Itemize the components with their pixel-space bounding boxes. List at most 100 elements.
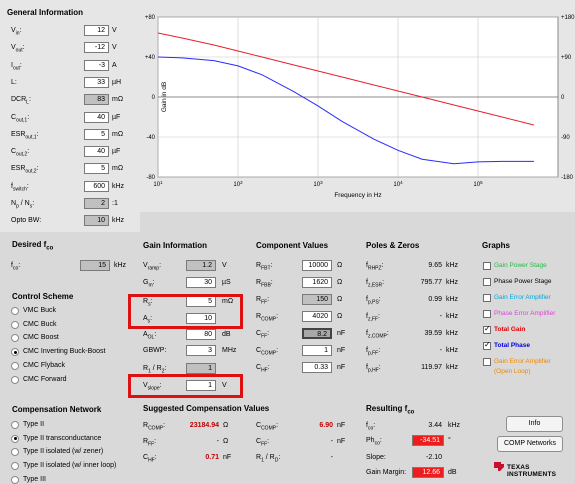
gain-label: As:: [143, 315, 153, 325]
compensation-radio-label: Type II isolated (w/ zener): [23, 448, 104, 456]
pole-value: 39.59: [424, 330, 442, 337]
general-field[interactable]: -3: [84, 59, 109, 71]
gain-field[interactable]: 80: [186, 329, 216, 340]
general-unit: V: [112, 27, 117, 34]
control-radio[interactable]: [11, 375, 19, 384]
bode-plot: +80 +40 0 -40 -80 +180 +90 0 -90 -180 101 102 103 104…: [145, 15, 575, 199]
graph-checkbox[interactable]: [483, 324, 491, 334]
component-unit: nF: [337, 347, 346, 354]
control-radio[interactable]: [11, 348, 19, 357]
component-field[interactable]: 1: [302, 345, 332, 356]
compensation-radio[interactable]: [11, 462, 19, 471]
component-title: Component Values: [256, 241, 329, 250]
gain-field[interactable]: 1: [186, 380, 216, 391]
suggested-title: Suggested Compensation Values: [143, 404, 270, 413]
suggested-value: -: [330, 454, 333, 461]
component-field[interactable]: 0.33: [302, 362, 332, 373]
comp-networks-button[interactable]: COMP Networks: [497, 436, 563, 452]
x-tick-label: 104: [393, 180, 403, 188]
resulting-unit: °: [448, 437, 451, 444]
pole-unit: kHz: [446, 330, 459, 337]
graph-checkbox-label: Phase Error Amplifier: [494, 310, 556, 317]
graph-checkbox[interactable]: [483, 262, 491, 270]
component-label: RFBB:: [256, 279, 273, 289]
pole-value: 119.97: [421, 364, 442, 371]
compensation-radio[interactable]: [11, 421, 19, 429]
general-label: DCRL:: [11, 96, 31, 106]
control-radio-label: CMC Forward: [23, 375, 67, 383]
x-tick-label: 102: [233, 180, 243, 188]
suggested-unit: Ω: [223, 422, 229, 429]
general-label: Cout,1:: [11, 113, 30, 123]
right-tick-label: -90: [561, 135, 570, 141]
resulting-value: -2.10: [426, 454, 442, 461]
total-gain-line: [157, 32, 535, 126]
control-radio[interactable]: [11, 307, 19, 315]
highlight-rs-as: [128, 294, 243, 329]
gain-field: 1.2: [186, 260, 216, 271]
right-tick-label: +180: [561, 15, 575, 21]
general-field[interactable]: 33: [84, 76, 109, 88]
general-field[interactable]: 5: [84, 128, 109, 140]
pole-value: -: [439, 347, 442, 354]
component-unit: nF: [337, 364, 346, 371]
component-field[interactable]: 4020: [302, 311, 332, 322]
component-unit: Ω: [337, 262, 343, 269]
component-field[interactable]: 1620: [302, 277, 332, 288]
gain-unit: MHz: [222, 347, 237, 354]
ti-logo-icon: [493, 461, 505, 472]
graph-checkbox[interactable]: [483, 340, 491, 350]
graph-checkbox[interactable]: [483, 294, 491, 302]
general-unit: A: [112, 61, 117, 69]
suggested-label: CCOMP:: [256, 422, 279, 432]
suggested-unit: nF: [337, 438, 346, 445]
graph-checkbox[interactable]: [483, 358, 491, 366]
control-radio-label: CMC Boost: [23, 334, 59, 342]
desired-label: fco:: [11, 262, 21, 272]
control-radio[interactable]: [11, 320, 19, 329]
graphs-title: Graphs: [482, 241, 511, 250]
compensation-radio[interactable]: [11, 448, 19, 457]
general-unit: mΩ: [112, 165, 124, 173]
general-field[interactable]: 40: [84, 111, 109, 123]
graph-checkbox[interactable]: [483, 278, 491, 286]
gain-field[interactable]: 30: [186, 277, 216, 288]
info-button[interactable]: Info: [506, 416, 563, 432]
graph-checkbox-label: Total Phase: [494, 342, 531, 349]
gain-label: GBWP:: [143, 347, 167, 354]
suggested-label: CHF:: [143, 454, 157, 464]
right-tick-label: +90: [561, 55, 572, 61]
graph-checkbox-label: Gain Error Amplifier: [494, 294, 551, 301]
graph-checkbox-label: Gain Error Amplifier: [494, 358, 551, 365]
gain-field[interactable]: 10: [186, 313, 216, 324]
graph-checkbox[interactable]: [483, 310, 491, 318]
general-field: 83: [84, 94, 109, 106]
compensation-radio-label: Type II transconductance: [23, 434, 102, 442]
control-radio[interactable]: [11, 361, 19, 370]
gain-label: Vramp:: [143, 262, 162, 272]
general-field[interactable]: 600: [84, 180, 109, 192]
general-field[interactable]: -12: [84, 42, 109, 54]
suggested-value: -: [330, 438, 333, 445]
resulting-label: Slope:: [366, 454, 386, 461]
suggested-value: 6.90: [319, 422, 333, 429]
left-tick-label: +40: [145, 55, 156, 61]
compensation-radio[interactable]: [11, 434, 19, 443]
general-field[interactable]: 40: [84, 146, 109, 158]
x-tick-label: 105: [473, 180, 483, 188]
gain-field[interactable]: 3: [186, 345, 216, 356]
total-phase-line: [157, 56, 534, 165]
pole-label: fz,FF:: [366, 313, 380, 323]
component-field[interactable]: 10000: [302, 260, 332, 271]
general-label: Np / Ns:: [11, 200, 35, 210]
compensation-radio-label: Type II: [23, 421, 45, 428]
general-field[interactable]: 5: [84, 163, 109, 175]
desired-fco-field[interactable]: 15: [80, 260, 110, 271]
left-tick-label: -40: [146, 135, 155, 141]
general-field[interactable]: 12: [84, 25, 109, 36]
general-unit: kHz: [112, 182, 125, 190]
pole-value: -: [439, 313, 442, 320]
pole-unit: kHz: [446, 296, 459, 303]
general-label: Opto BW:: [11, 217, 42, 225]
control-radio[interactable]: [11, 334, 19, 343]
